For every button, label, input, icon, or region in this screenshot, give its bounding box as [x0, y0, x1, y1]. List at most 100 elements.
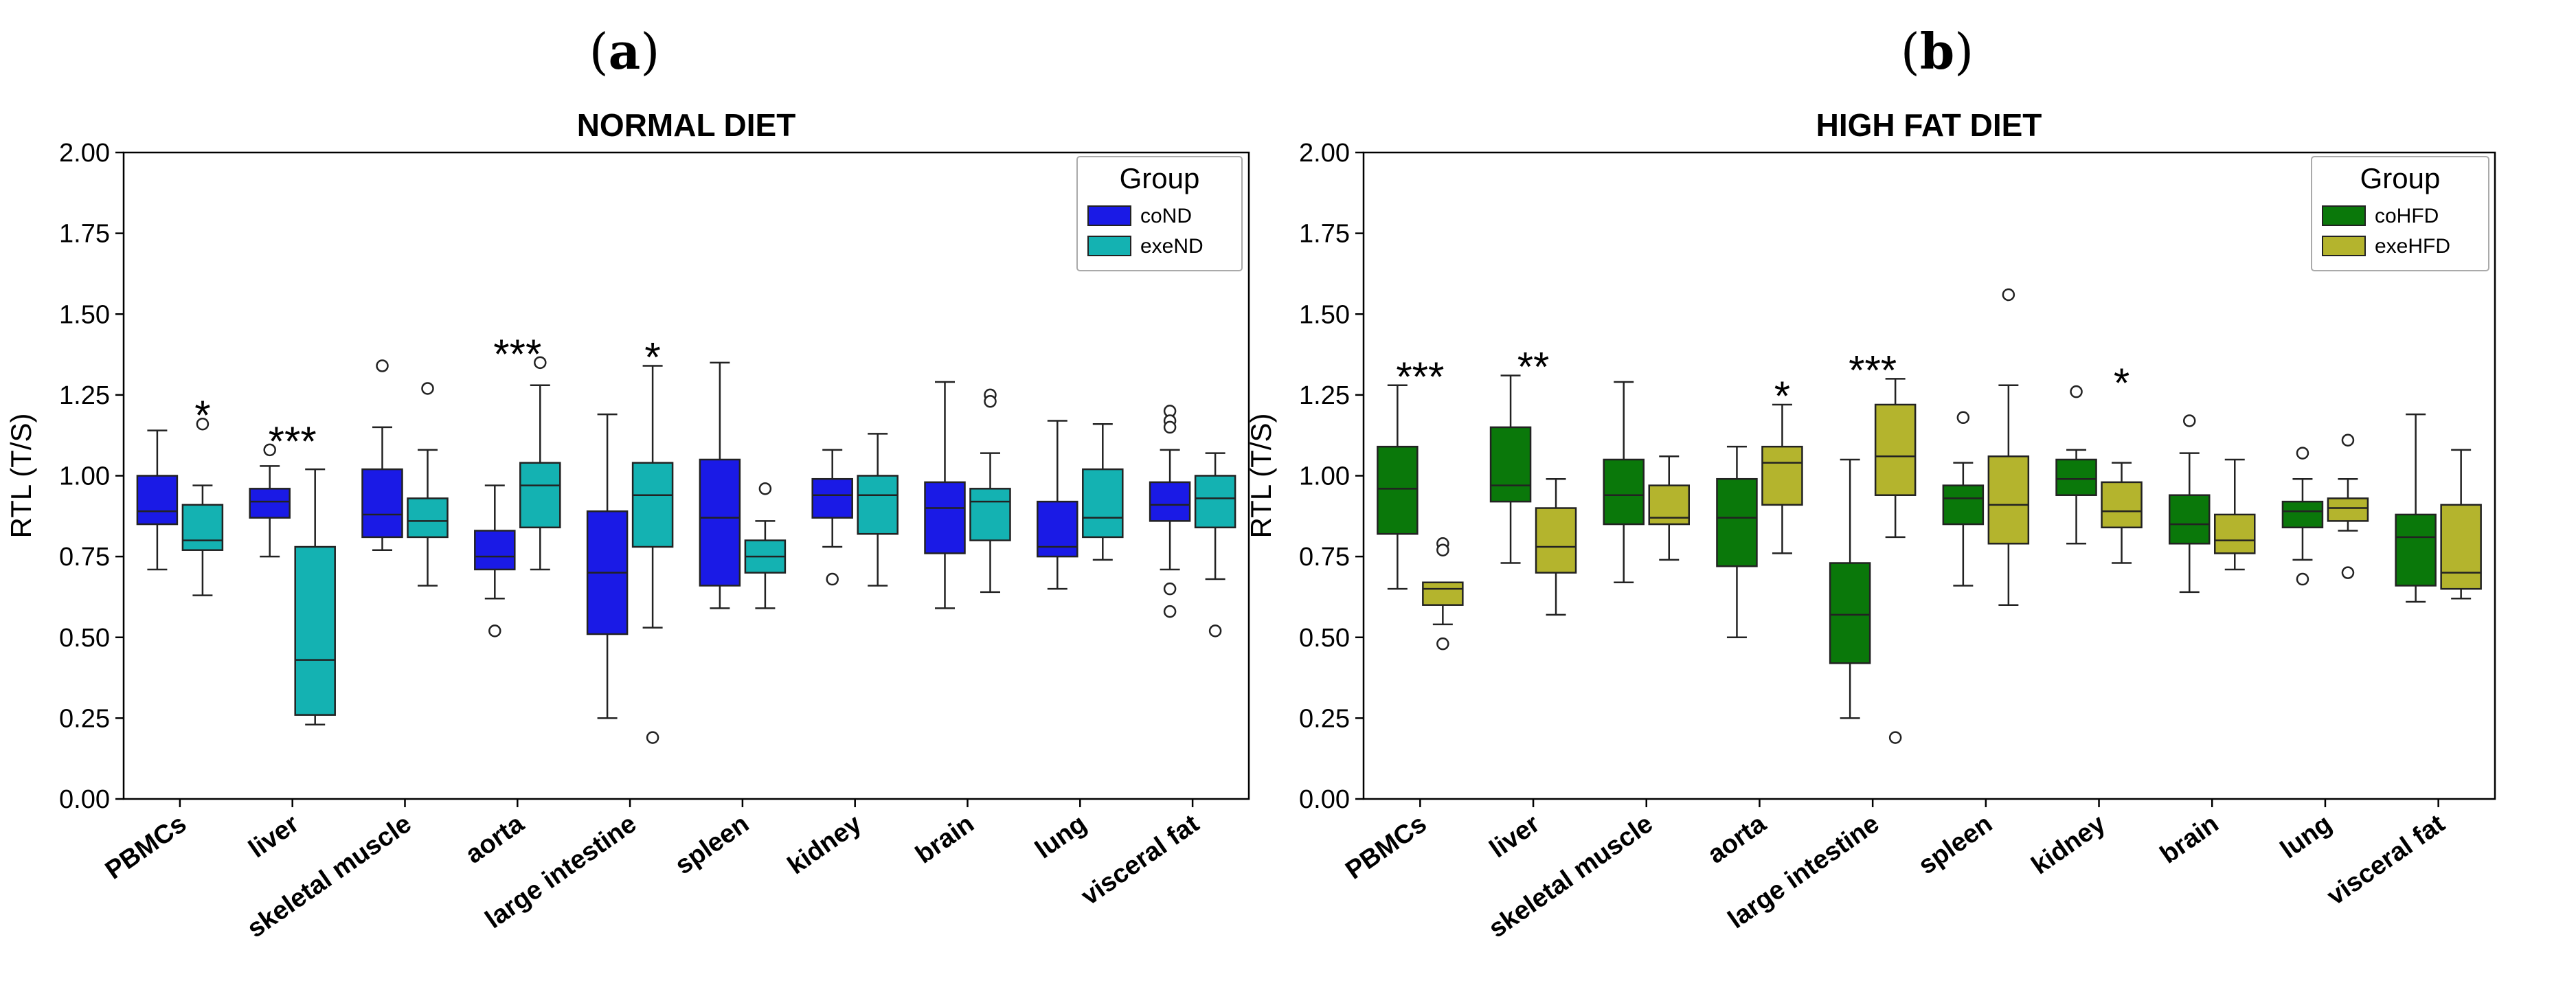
box-exeHFD-kidney: [2101, 462, 2143, 564]
outlier-point: [758, 482, 772, 495]
outlier-point: [2341, 566, 2355, 579]
legend-swatch: [2322, 205, 2366, 226]
outlier-point: [646, 731, 659, 744]
box-exeND-visceral-fat: [1194, 452, 1236, 638]
box-coHFD-spleen: [1942, 411, 1985, 587]
outlier-point: [826, 572, 839, 586]
box-exeHFD-spleen: [1987, 288, 2030, 606]
box-coND-large-intestine: [586, 413, 629, 719]
box-coND-lung: [1037, 420, 1078, 590]
box-coHFD-brain: [2169, 414, 2211, 594]
outlier-point: [488, 624, 501, 638]
significance-marker: ***: [1396, 354, 1444, 400]
box-body: [1987, 455, 2030, 545]
box-body: [2281, 500, 2324, 529]
box-body: [2214, 513, 2256, 554]
box-exeND-brain: [969, 388, 1011, 594]
outlier-point: [2070, 385, 2083, 398]
outlier-point: [376, 359, 389, 372]
box-body: [1874, 403, 1917, 496]
box-body: [1942, 484, 1985, 526]
box-coHFD-kidney: [2055, 385, 2097, 545]
box-exeND-liver: [294, 468, 336, 726]
chart-panel-b: (b) HIGH FAT DIET 0.00 0.25 0.50 0.75 1.00 1.25…: [1245, 22, 2496, 944]
outlier-point: [1163, 420, 1177, 434]
box-body: [1377, 445, 1419, 535]
box-exeHFD-aorta: [1761, 403, 1803, 554]
outlier-point: [1208, 624, 1222, 638]
box-exeND-PBMCs: [181, 417, 224, 596]
significance-marker: *: [194, 392, 210, 438]
box-body: [1194, 475, 1236, 529]
chart-title: HIGH FAT DIET: [1816, 107, 2042, 143]
box-body: [699, 458, 741, 587]
box-body: [2169, 494, 2211, 545]
y-tick-label: 0.50: [1299, 624, 1350, 653]
significance-marker: *: [1774, 373, 1790, 419]
y-tick-label: 2.00: [1299, 139, 1350, 168]
x-tick-label: PBMCs: [1340, 809, 1432, 886]
box-body: [1422, 581, 1464, 606]
legend-entry-label: exeND: [1140, 235, 1204, 258]
panel-letter: (a): [589, 22, 660, 80]
significance-marker: ***: [493, 331, 541, 377]
box-exeND-aorta: [519, 356, 561, 571]
panel-letter-open: (: [589, 23, 609, 80]
panel-letter-close: ): [1954, 23, 1974, 80]
x-tick-label: visceral fat: [1076, 809, 1205, 911]
chart-title: NORMAL DIET: [577, 107, 796, 143]
outlier-point: [2296, 447, 2309, 460]
y-tick-label: 1.25: [59, 381, 110, 410]
box-body: [2440, 504, 2482, 590]
x-tick-label: liver: [1484, 809, 1545, 864]
box-exeHFD-brain: [2214, 458, 2256, 571]
legend-entry-label: coHFD: [2375, 205, 2439, 227]
y-tick-label: 0.25: [59, 704, 110, 733]
box-coND-skeletal-muscle: [361, 359, 403, 551]
outlier-point: [263, 443, 276, 457]
box-coHFD-visceral-fat: [2395, 413, 2437, 603]
box-exeND-skeletal-muscle: [407, 382, 449, 587]
significance-marker: *: [2114, 360, 2129, 406]
outlier-point: [2296, 572, 2309, 586]
box-coHFD-PBMCs: [1377, 384, 1419, 590]
x-tick-label: kidney: [2026, 809, 2111, 880]
box-exeND-spleen: [744, 482, 787, 609]
box-body: [811, 477, 853, 519]
box-coND-visceral-fat: [1149, 405, 1191, 618]
panel-letter-open: (: [1901, 23, 1920, 80]
outlier-point: [1436, 637, 1449, 651]
box-body: [1603, 458, 1645, 526]
y-tick-label: 1.75: [1299, 220, 1350, 249]
legend-swatch: [1087, 205, 1131, 226]
y-tick-label: 1.50: [59, 300, 110, 329]
box-body: [924, 481, 966, 554]
legend-title: Group: [2360, 162, 2441, 194]
x-tick-label: visceral fat: [2322, 809, 2450, 911]
y-tick-label: 1.50: [1299, 300, 1350, 329]
panel-letter: (b): [1901, 22, 1974, 80]
box-coND-kidney: [811, 449, 853, 586]
box-body: [361, 468, 403, 539]
box-body: [136, 475, 179, 526]
outlier-point: [534, 356, 547, 370]
outlier-point: [2341, 433, 2355, 447]
box-exeND-kidney: [857, 433, 899, 587]
box-body: [474, 530, 516, 571]
box-coND-liver: [249, 443, 291, 558]
y-tick-label: 1.25: [1299, 381, 1350, 410]
box-body: [631, 462, 674, 548]
box-body: [1489, 426, 1532, 503]
box-exeHFD-large-intestine: [1874, 378, 1917, 744]
box-body: [519, 462, 561, 529]
y-axis-label: RTL (T/S): [1245, 413, 1277, 538]
box-body: [2055, 458, 2097, 496]
box-coHFD-aorta: [1716, 445, 1758, 638]
box-exeHFD-PBMCs: [1422, 537, 1464, 651]
x-tick-label: PBMCs: [100, 809, 192, 886]
y-tick-label: 0.25: [1299, 704, 1350, 733]
box-body: [407, 497, 449, 539]
y-tick-label: 1.75: [59, 220, 110, 249]
x-tick-label: spleen: [670, 809, 754, 880]
